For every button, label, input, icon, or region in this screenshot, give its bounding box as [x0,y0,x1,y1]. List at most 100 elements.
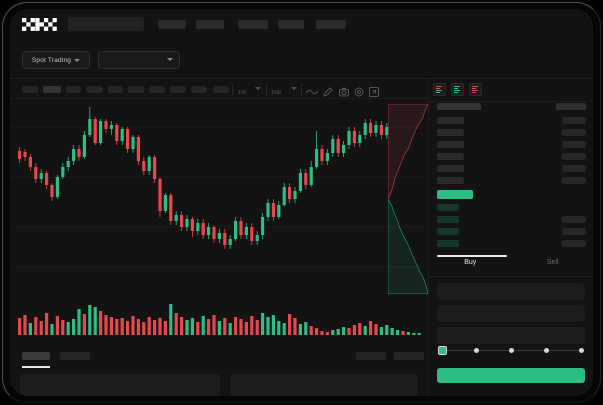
fullscreen-icon[interactable] [369,84,379,102]
timeframe-10[interactable] [213,86,229,93]
charttype-label[interactable]: Bar [272,84,286,102]
svg-text:Bar: Bar [272,90,281,96]
orderbook-row-bid-amount[interactable] [562,216,586,223]
bottom-action-2[interactable] [394,352,424,360]
nav-item-3[interactable] [238,20,268,29]
orderbook-row-ask-amount[interactable] [562,177,586,184]
orderbook-row-bid-amount[interactable] [562,228,586,235]
orderbook-mode-line [454,92,459,93]
orderbook-row-ask-amount[interactable] [562,129,586,136]
active-side-indicator [437,255,507,257]
orderbook-row-ask-amount[interactable] [562,117,586,124]
interval-chevron-down-icon[interactable] [255,87,261,90]
orderbook-row-ask-amount[interactable] [562,165,586,172]
chevron-down-icon [167,58,173,61]
timeframe-7[interactable] [149,86,165,93]
orderbook-row-ask-price[interactable] [437,153,464,160]
bottom-tab-open-orders[interactable] [22,352,50,360]
orderbook-mode-line [436,90,442,91]
orderbook-row-ask-price[interactable] [437,165,464,172]
okx-logo[interactable] [22,18,60,31]
candlestick-chart-canvas [10,107,428,268]
orderbook-row-ask-price[interactable] [437,177,464,184]
timeframe-5[interactable] [108,86,123,93]
orderbook-row-bid-price[interactable] [437,216,459,223]
bottom-tab-order-history[interactable] [60,352,90,360]
orderbook-mode-bids[interactable] [451,83,464,96]
orderbook-row-bid-amount[interactable] [562,240,586,247]
orders-tab-bar [10,347,428,369]
timeframe-9[interactable] [191,86,207,93]
slider-step-25[interactable] [474,348,479,353]
order-price-field[interactable] [437,283,585,300]
orderbook-row-ask-amount[interactable] [562,153,586,160]
timeframe-1[interactable] [22,86,38,93]
orderbook-row-ask-price[interactable] [437,141,464,148]
orderbook-mode-line [436,86,442,87]
trading-mode-select[interactable]: Spot Trading [22,51,90,69]
slider-step-100[interactable] [579,348,584,353]
orderbook-mode-asks[interactable] [469,83,482,96]
chart-settings-gear-icon[interactable] [354,84,364,102]
orderbook-mode-line [436,92,441,93]
active-tab-indicator [22,366,50,368]
market-subheader: Spot Trading [10,40,593,104]
timeframe-3[interactable] [66,86,81,93]
orderbook-row-ask-amount[interactable] [562,141,586,148]
tab-sell[interactable]: Sell [546,259,559,266]
nav-item-5[interactable] [316,20,346,29]
nav-item-1[interactable] [158,20,186,29]
orderbook-mode-line [472,92,477,93]
snapshot-camera-icon[interactable] [339,84,349,102]
trading-pair-select[interactable] [98,51,180,69]
timeframe-8[interactable] [170,86,186,93]
tab-buy[interactable]: Buy [464,259,477,266]
orderbook-row-bid-price[interactable] [437,204,459,211]
timeframe-4[interactable] [86,86,103,93]
place-buy-order-button[interactable] [437,368,585,383]
bottom-action-1[interactable] [356,352,386,360]
orderbook-mode-line [472,88,477,89]
orderbook-view-modes [433,83,482,96]
orderbook-mode-line [436,88,441,89]
okx-logo-icon [22,18,57,31]
slider-step-75[interactable] [544,348,549,353]
market-depth-canvas [388,104,428,294]
slider-step-50[interactable] [509,348,514,353]
drawing-tools-pencil-icon[interactable] [323,84,333,102]
orderbook-and-form-panel: Buy Sell [428,79,593,396]
trading-mode-label: Spot Trading [31,56,72,64]
toolbar-divider [301,84,302,95]
volume-chart [10,299,428,347]
global-search-input[interactable] [68,17,144,31]
order-amount-field[interactable] [437,305,585,322]
orderbook-mode-line [472,86,478,87]
toolbar-divider [266,84,267,95]
nav-item-2[interactable] [196,20,224,29]
toolbar-divider [232,84,233,95]
charttype-chevron-down-icon[interactable] [291,87,297,90]
orderbook-header-right [556,103,586,110]
bottom-panel-right[interactable] [230,374,418,396]
bottom-panel-left[interactable] [20,374,220,396]
nav-item-4[interactable] [278,20,304,29]
orderbook[interactable] [429,103,593,251]
timeframe-2[interactable] [43,86,61,93]
chevron-down-icon [74,58,81,62]
orderbook-row-bid-price[interactable] [437,228,459,235]
order-total-field[interactable] [437,327,585,344]
price-chart[interactable] [10,99,428,299]
orderbook-mode-line [454,88,459,89]
orderbook-mode-both[interactable] [433,83,446,96]
indicators-icon[interactable] [305,84,319,102]
orderbook-row-bid-price[interactable] [437,240,459,247]
timeframe-6[interactable] [128,86,144,93]
interval-label[interactable]: 1m [238,84,250,102]
orderbook-mid-price [437,190,473,199]
orderbook-row-ask-price[interactable] [437,129,464,136]
orderbook-divider [429,101,593,102]
orderbook-row-ask-price[interactable] [437,117,464,124]
order-percent-slider-handle[interactable] [438,346,447,355]
orderbook-mode-line [454,90,460,91]
